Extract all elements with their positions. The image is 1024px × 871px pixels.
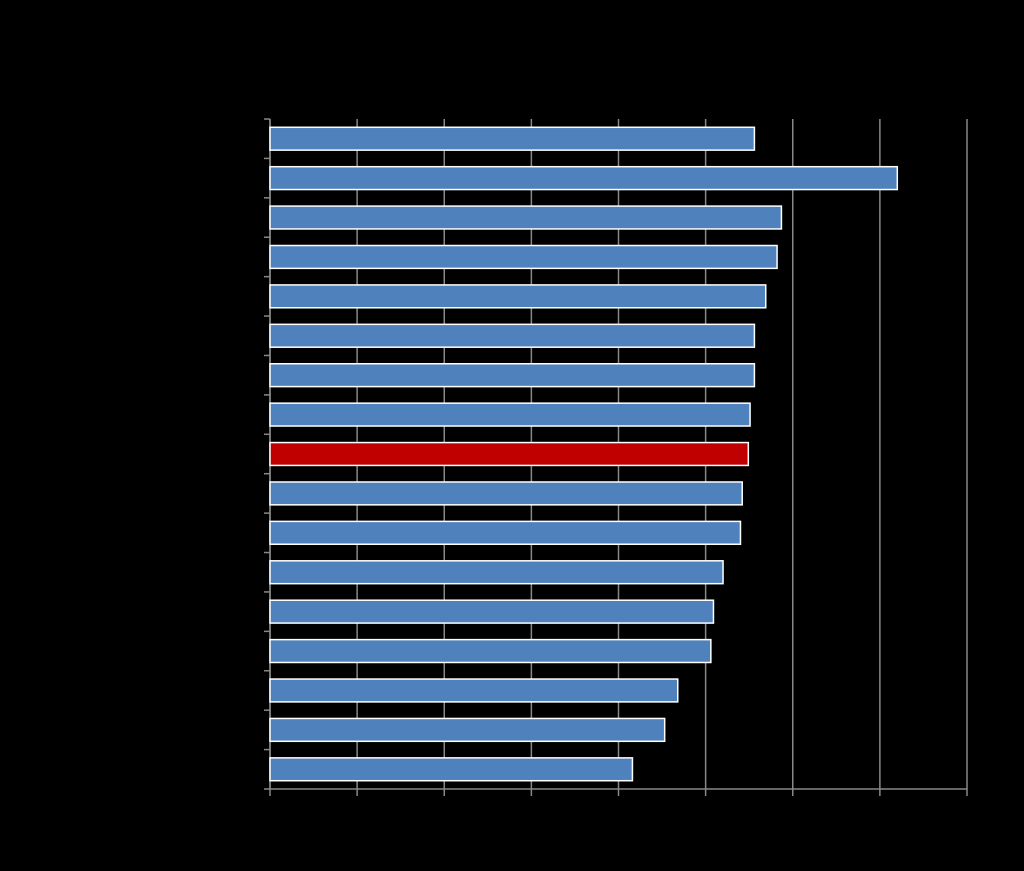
bar bbox=[269, 481, 743, 506]
bar bbox=[269, 520, 742, 546]
bar bbox=[269, 678, 679, 703]
bar bbox=[269, 757, 634, 782]
bar bbox=[269, 244, 778, 270]
bar bbox=[269, 362, 756, 388]
bar bbox=[269, 323, 756, 348]
bar bbox=[269, 560, 724, 585]
bar bbox=[269, 284, 767, 309]
bar bbox=[269, 126, 756, 151]
bar bbox=[269, 165, 899, 191]
bar bbox=[269, 717, 666, 743]
bar bbox=[269, 599, 715, 624]
bar bbox=[269, 441, 750, 467]
bar bbox=[269, 205, 783, 230]
bar bbox=[269, 638, 712, 664]
bar bbox=[269, 402, 751, 427]
